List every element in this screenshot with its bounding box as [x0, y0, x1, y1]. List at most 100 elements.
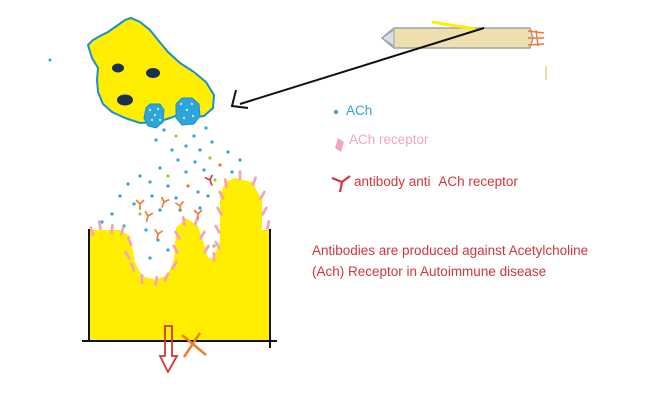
legend-antibody-suffix: ACh receptor	[438, 174, 518, 189]
legend-antibody-label: antibody anti ACh receptor	[354, 174, 518, 189]
ach-dot	[202, 168, 206, 172]
antibody-y	[174, 200, 184, 213]
receptor-spike	[238, 170, 242, 180]
ach-dot	[138, 212, 142, 216]
ach-dot	[154, 138, 158, 142]
arrow	[230, 27, 485, 109]
ach-dot	[170, 148, 174, 152]
receptor-spike	[216, 206, 223, 216]
receptor-spike	[154, 276, 159, 286]
ach-dot	[162, 128, 166, 132]
antibody-y	[193, 209, 203, 220]
ach-dot	[150, 194, 154, 198]
receptor-spike	[119, 226, 125, 236]
receptor-spike	[181, 216, 186, 226]
ach-dot	[218, 163, 222, 167]
ach-dot	[212, 244, 216, 248]
down-arrow	[158, 325, 179, 374]
ach-dot	[213, 178, 217, 182]
note-line-1: Antibodies are produced against Acetylch…	[312, 243, 589, 258]
ach-dot	[166, 174, 170, 178]
ach-dot	[198, 206, 202, 210]
vesicle	[146, 68, 160, 78]
receptor-spike	[199, 230, 206, 240]
receptor-spike	[261, 206, 268, 216]
ach-dot	[100, 220, 104, 224]
ach-dot	[238, 158, 242, 162]
ach-dot	[148, 180, 152, 184]
receptor-spike	[223, 178, 228, 188]
ach-dot	[158, 208, 162, 212]
ach-dot	[184, 144, 188, 148]
ach-dot	[186, 184, 190, 188]
ach-dot	[206, 194, 210, 198]
receptor-spike	[172, 244, 179, 254]
receptor-spike	[124, 250, 131, 260]
antibody-y	[144, 210, 154, 223]
nerve-axon	[380, 20, 547, 80]
receptor-spikes	[89, 170, 271, 286]
antibody-y	[135, 199, 145, 210]
receptor-spike	[251, 176, 257, 186]
receptor-spike	[266, 220, 271, 230]
ach-dot	[192, 134, 196, 138]
antibody-y	[154, 228, 164, 241]
receptor-spike	[259, 190, 266, 200]
ach-dot	[226, 150, 230, 154]
ach-dot	[204, 126, 208, 130]
ach-dot	[208, 156, 212, 160]
ach-dot	[184, 170, 188, 174]
antibody-y	[204, 174, 214, 186]
ach-dot	[174, 196, 178, 200]
antibody-y	[160, 196, 170, 208]
cross-mark	[181, 332, 207, 358]
explanation-note: Antibodies are produced against Acetylch…	[312, 240, 642, 282]
ach-dot	[166, 248, 170, 252]
legend-receptor-label: ACh receptor	[349, 132, 429, 147]
receptor-spike	[89, 226, 95, 236]
receptor-icon	[335, 138, 344, 152]
receptor-spike	[97, 220, 102, 230]
ach-dot	[132, 202, 136, 206]
ach-dot	[198, 148, 202, 152]
ach-dot	[138, 174, 142, 178]
ach-dot	[166, 184, 170, 188]
ach-dot-icon	[334, 110, 338, 114]
receptor-spike	[171, 260, 178, 270]
vesicle	[117, 94, 133, 106]
postsynaptic-membrane	[82, 178, 277, 348]
releasing-vesicles	[143, 97, 201, 129]
ach-dot	[144, 228, 148, 232]
receptor-spike	[163, 272, 170, 282]
ach-dot	[110, 212, 114, 216]
legend-ach-label: ACh	[346, 103, 373, 118]
ach-dot	[196, 190, 200, 194]
legend-antibody-prefix: antibody anti	[354, 174, 431, 189]
ach-dot	[126, 182, 130, 186]
receptor-spike	[203, 244, 210, 254]
ach-dot	[148, 256, 152, 260]
receptor-spike	[126, 236, 133, 246]
antibody-icon	[331, 175, 351, 193]
receptor-spike	[110, 224, 114, 234]
ach-dots-cleft	[100, 126, 248, 260]
ach-dot	[158, 166, 162, 170]
receptor-spike	[130, 262, 136, 272]
receptor-spike	[174, 230, 181, 240]
cleft-antibodies	[135, 174, 214, 241]
ach-dot	[176, 158, 180, 162]
receptor-spike	[214, 224, 221, 234]
receptor-spike	[214, 240, 221, 250]
ach-dot	[230, 170, 234, 174]
ach-dot	[174, 134, 178, 138]
ach-dot	[210, 140, 214, 144]
note-line-2: (Ach) Receptor in Autoimmune disease	[312, 264, 547, 279]
ach-dot	[118, 194, 122, 198]
receptor-spike	[212, 252, 216, 262]
vesicle	[112, 63, 124, 73]
receptor-spike	[218, 190, 225, 200]
ach-dot	[193, 160, 197, 164]
presynaptic-cell	[48, 16, 216, 129]
